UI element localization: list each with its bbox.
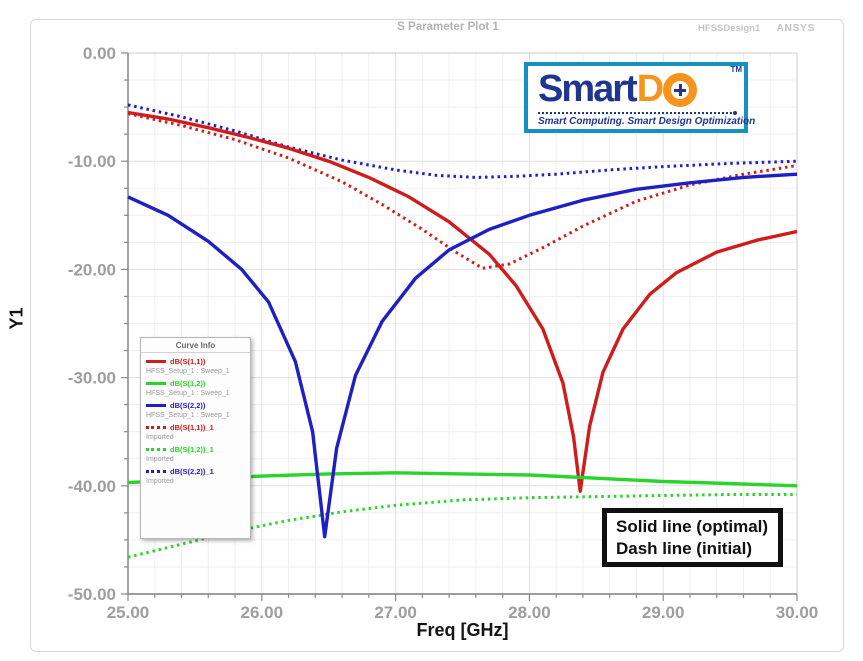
x-tick-label: 30.00: [776, 603, 819, 622]
smartdo-wordmark: Smart D TM: [538, 65, 742, 111]
legend-curve-source: Imported: [146, 456, 174, 463]
x-axis-label: Freq [GHz]: [416, 620, 509, 640]
logo-o-plus-icon: [663, 73, 698, 107]
legend-entry[interactable]: dB(S(2,2))_1 Imported: [141, 463, 250, 485]
x-tick-label: 25.00: [107, 603, 150, 622]
legend-line-sample: [146, 448, 166, 451]
y-tick-label: -20.00: [68, 260, 116, 279]
legend-line-sample: [146, 360, 166, 363]
plot-title: S Parameter Plot 1: [397, 21, 499, 33]
legend-entry-row: dB(S(1,1))_1: [146, 423, 245, 432]
legend-entry-row: dB(S(2,2))_1: [146, 467, 245, 476]
ansys-logo-text: ANSYS: [776, 22, 815, 34]
legend-entries: dB(S(1,1)) HFSS_Setup_1 : Sweep_1 dB(S(1,2…: [141, 353, 250, 485]
legend-curve-source: HFSS_Setup_1 : Sweep_1: [146, 412, 230, 419]
logo-tagline: Smart Computing. Smart Design Optimizati…: [538, 116, 756, 127]
y-tick-label: -40.00: [68, 477, 116, 496]
curve-db-s-1-1-1: [127, 112, 798, 270]
logo-divider: [538, 111, 737, 115]
logo-text-d: D: [636, 67, 664, 110]
legend-entry-row: dB(S(1,2))_1: [146, 445, 245, 454]
legend-entry[interactable]: dB(S(2,2)) HFSS_Setup_1 : Sweep_1: [141, 397, 250, 419]
x-tick-label: 29.00: [642, 603, 685, 622]
legend-curve-name: dB(S(1,1)): [170, 357, 206, 366]
x-tick-label: 26.00: [241, 603, 284, 622]
y-axis-label: Y1: [6, 307, 27, 330]
y-tick-label: 0.00: [83, 44, 116, 63]
annotation-line-2: Dash line (initial): [616, 539, 753, 559]
legend-entry[interactable]: dB(S(1,2)) HFSS_Setup_1 : Sweep_1: [141, 375, 250, 397]
legend-entry[interactable]: dB(S(1,1)) HFSS_Setup_1 : Sweep_1: [141, 353, 250, 375]
trademark-symbol: TM: [730, 65, 742, 74]
x-tick-label: 28.00: [508, 603, 551, 622]
legend-entry-row: dB(S(1,2)): [146, 379, 245, 388]
legend-entry-row: dB(S(2,2)): [146, 401, 245, 410]
legend-entry-row: dB(S(1,1)): [146, 357, 245, 366]
y-tick-label: -10.00: [68, 152, 116, 171]
curve-db-s-1-1-: [127, 110, 798, 493]
legend-curve-name: dB(S(1,1))_1: [170, 423, 214, 432]
line-style-annotation: Solid line (optimal) Dash line (initial): [602, 508, 783, 567]
annotation-line-1: Solid line (optimal): [616, 517, 769, 536]
legend-line-sample: [146, 470, 166, 473]
legend-line-sample: [146, 404, 166, 407]
legend-line-sample: [146, 382, 166, 385]
legend-entry[interactable]: dB(S(1,2))_1 Imported: [141, 441, 250, 463]
legend-curve-source: HFSS_Setup_1 : Sweep_1: [146, 390, 230, 397]
legend-curve-name: dB(S(2,2)): [170, 401, 206, 410]
legend-curve-name: dB(S(1,2))_1: [170, 445, 214, 454]
corner-labels: HFSSDesign1 ANSYS: [698, 22, 815, 34]
legend-header: Curve Info: [141, 338, 250, 353]
legend-line-sample: [146, 426, 166, 429]
x-tick-label: 27.00: [374, 603, 417, 622]
y-tick-label: -30.00: [68, 369, 116, 388]
curve-db-s-2-2-1: [127, 103, 798, 179]
curve-db-s-2-2-: [127, 172, 798, 539]
logo-text-smart: Smart: [538, 67, 638, 110]
legend-curve-source: HFSS_Setup_1 : Sweep_1: [146, 368, 230, 375]
legend-curve-name: dB(S(2,2))_1: [170, 467, 214, 476]
curve-info-legend[interactable]: Curve Info dB(S(1,1)) HFSS_Setup_1 : Swee…: [140, 337, 251, 539]
legend-entry[interactable]: dB(S(1,1))_1 Imported: [141, 419, 250, 441]
y-tick-label: -50.00: [68, 585, 116, 604]
legend-curve-source: Imported: [146, 434, 174, 441]
design-name-label: HFSSDesign1: [698, 23, 761, 34]
legend-curve-name: dB(S(1,2)): [170, 379, 206, 388]
legend-curve-source: Imported: [146, 478, 174, 485]
smartdo-logo: Smart D TM Smart Computing. Smart Design …: [524, 62, 756, 133]
